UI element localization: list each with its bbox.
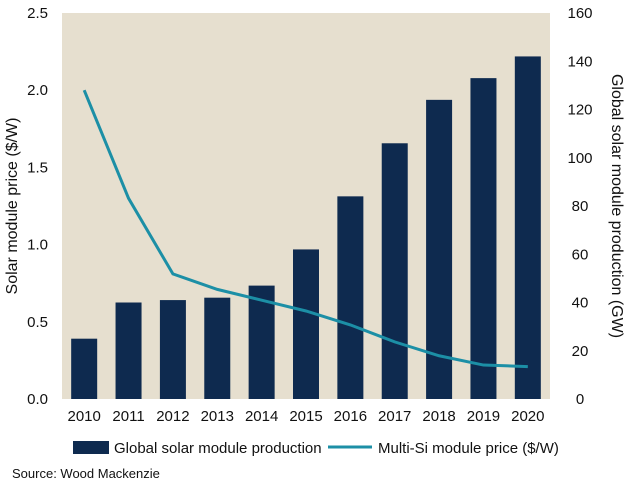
x-tick-label: 2019 bbox=[467, 408, 500, 425]
x-tick-label: 2016 bbox=[334, 408, 367, 425]
right-tick-label: 80 bbox=[572, 198, 589, 215]
bar-2012 bbox=[159, 300, 186, 399]
price-line bbox=[82, 89, 528, 369]
right-tick-label: 60 bbox=[572, 246, 589, 263]
bar-series bbox=[71, 56, 541, 400]
right-tick-label: 140 bbox=[567, 53, 592, 70]
right-tick-label: 120 bbox=[567, 102, 592, 119]
legend-label-production: Global solar module production bbox=[114, 440, 322, 457]
bar-2011 bbox=[115, 302, 142, 399]
bar-2014 bbox=[248, 285, 275, 399]
x-tick-label: 2010 bbox=[67, 408, 100, 425]
bar-2020 bbox=[514, 56, 541, 400]
x-tick-label: 2012 bbox=[156, 408, 189, 425]
left-axis-title: Solar module price ($/W) bbox=[4, 118, 21, 295]
legend-swatch-production bbox=[73, 441, 109, 454]
bar-2017 bbox=[381, 143, 408, 399]
right-tick-label: 160 bbox=[567, 5, 592, 22]
bar-2016 bbox=[337, 196, 364, 399]
legend-label-price: Multi-Si module price ($/W) bbox=[378, 440, 559, 457]
right-axis-title: Global solar module production (GW) bbox=[608, 74, 625, 338]
x-tick-label: 2011 bbox=[112, 408, 144, 425]
x-tick-label: 2020 bbox=[511, 408, 544, 425]
left-tick-label: 0.5 bbox=[27, 314, 48, 331]
x-tick-label: 2017 bbox=[378, 408, 411, 425]
x-axis-ticks: 2010 2011 2012 2013 2014 2015 2016 2017 2018 2019… bbox=[67, 408, 544, 425]
x-tick-label: 2015 bbox=[289, 408, 322, 425]
right-tick-label: 20 bbox=[572, 343, 589, 360]
left-tick-label: 1.5 bbox=[27, 159, 48, 176]
bar-2018 bbox=[426, 99, 453, 399]
source-note: Source: Wood Mackenzie bbox=[12, 466, 160, 481]
x-tick-label: 2014 bbox=[245, 408, 278, 425]
legend: Global solar module production Multi-Si … bbox=[73, 440, 559, 457]
left-tick-label: 1.0 bbox=[27, 237, 48, 254]
bar-2015 bbox=[293, 249, 319, 399]
right-tick-label: 40 bbox=[572, 295, 589, 312]
right-axis-ticks: 0 20 40 60 80 100 120 140 160 bbox=[567, 5, 592, 408]
left-tick-label: 2.5 bbox=[27, 5, 48, 22]
right-tick-label: 100 bbox=[567, 150, 592, 167]
left-tick-label: 2.0 bbox=[27, 82, 48, 99]
bar-2019 bbox=[470, 78, 497, 399]
bar-2010 bbox=[71, 338, 98, 399]
left-axis-ticks: 0.0 0.5 1.0 1.5 2.0 2.5 bbox=[27, 5, 48, 408]
bar-2013 bbox=[204, 297, 231, 399]
x-tick-label: 2018 bbox=[422, 408, 455, 425]
x-tick-label: 2013 bbox=[201, 408, 234, 425]
right-tick-label: 0 bbox=[576, 391, 584, 408]
left-tick-label: 0.0 bbox=[27, 391, 48, 408]
